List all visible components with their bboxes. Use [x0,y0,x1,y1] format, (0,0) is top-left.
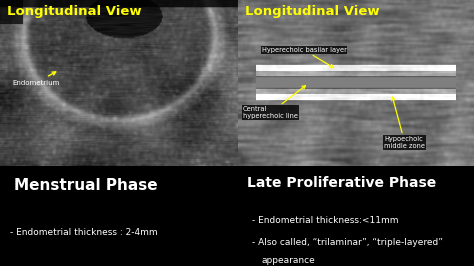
Text: - Also called, “trilaminar”, “triple-layered”: - Also called, “trilaminar”, “triple-lay… [252,238,443,247]
Text: Central
hyperechoic line: Central hyperechoic line [243,86,305,119]
Text: Late Proliferative Phase: Late Proliferative Phase [247,176,437,190]
Text: Longitudinal View: Longitudinal View [7,5,142,18]
Text: - Endometrial thickness : 2-4mm: - Endometrial thickness : 2-4mm [9,228,157,237]
Text: appearance: appearance [262,256,315,265]
Text: Endometrium: Endometrium [12,72,59,86]
Text: Hyperechoic basiiar layer: Hyperechoic basiiar layer [262,47,346,68]
Text: Longitudinal View: Longitudinal View [245,5,380,18]
Text: Menstrual Phase: Menstrual Phase [14,178,158,193]
Text: Hypoechoic
middle zone: Hypoechoic middle zone [384,97,425,149]
Text: - Endometrial thickness:<11mm: - Endometrial thickness:<11mm [252,216,399,225]
